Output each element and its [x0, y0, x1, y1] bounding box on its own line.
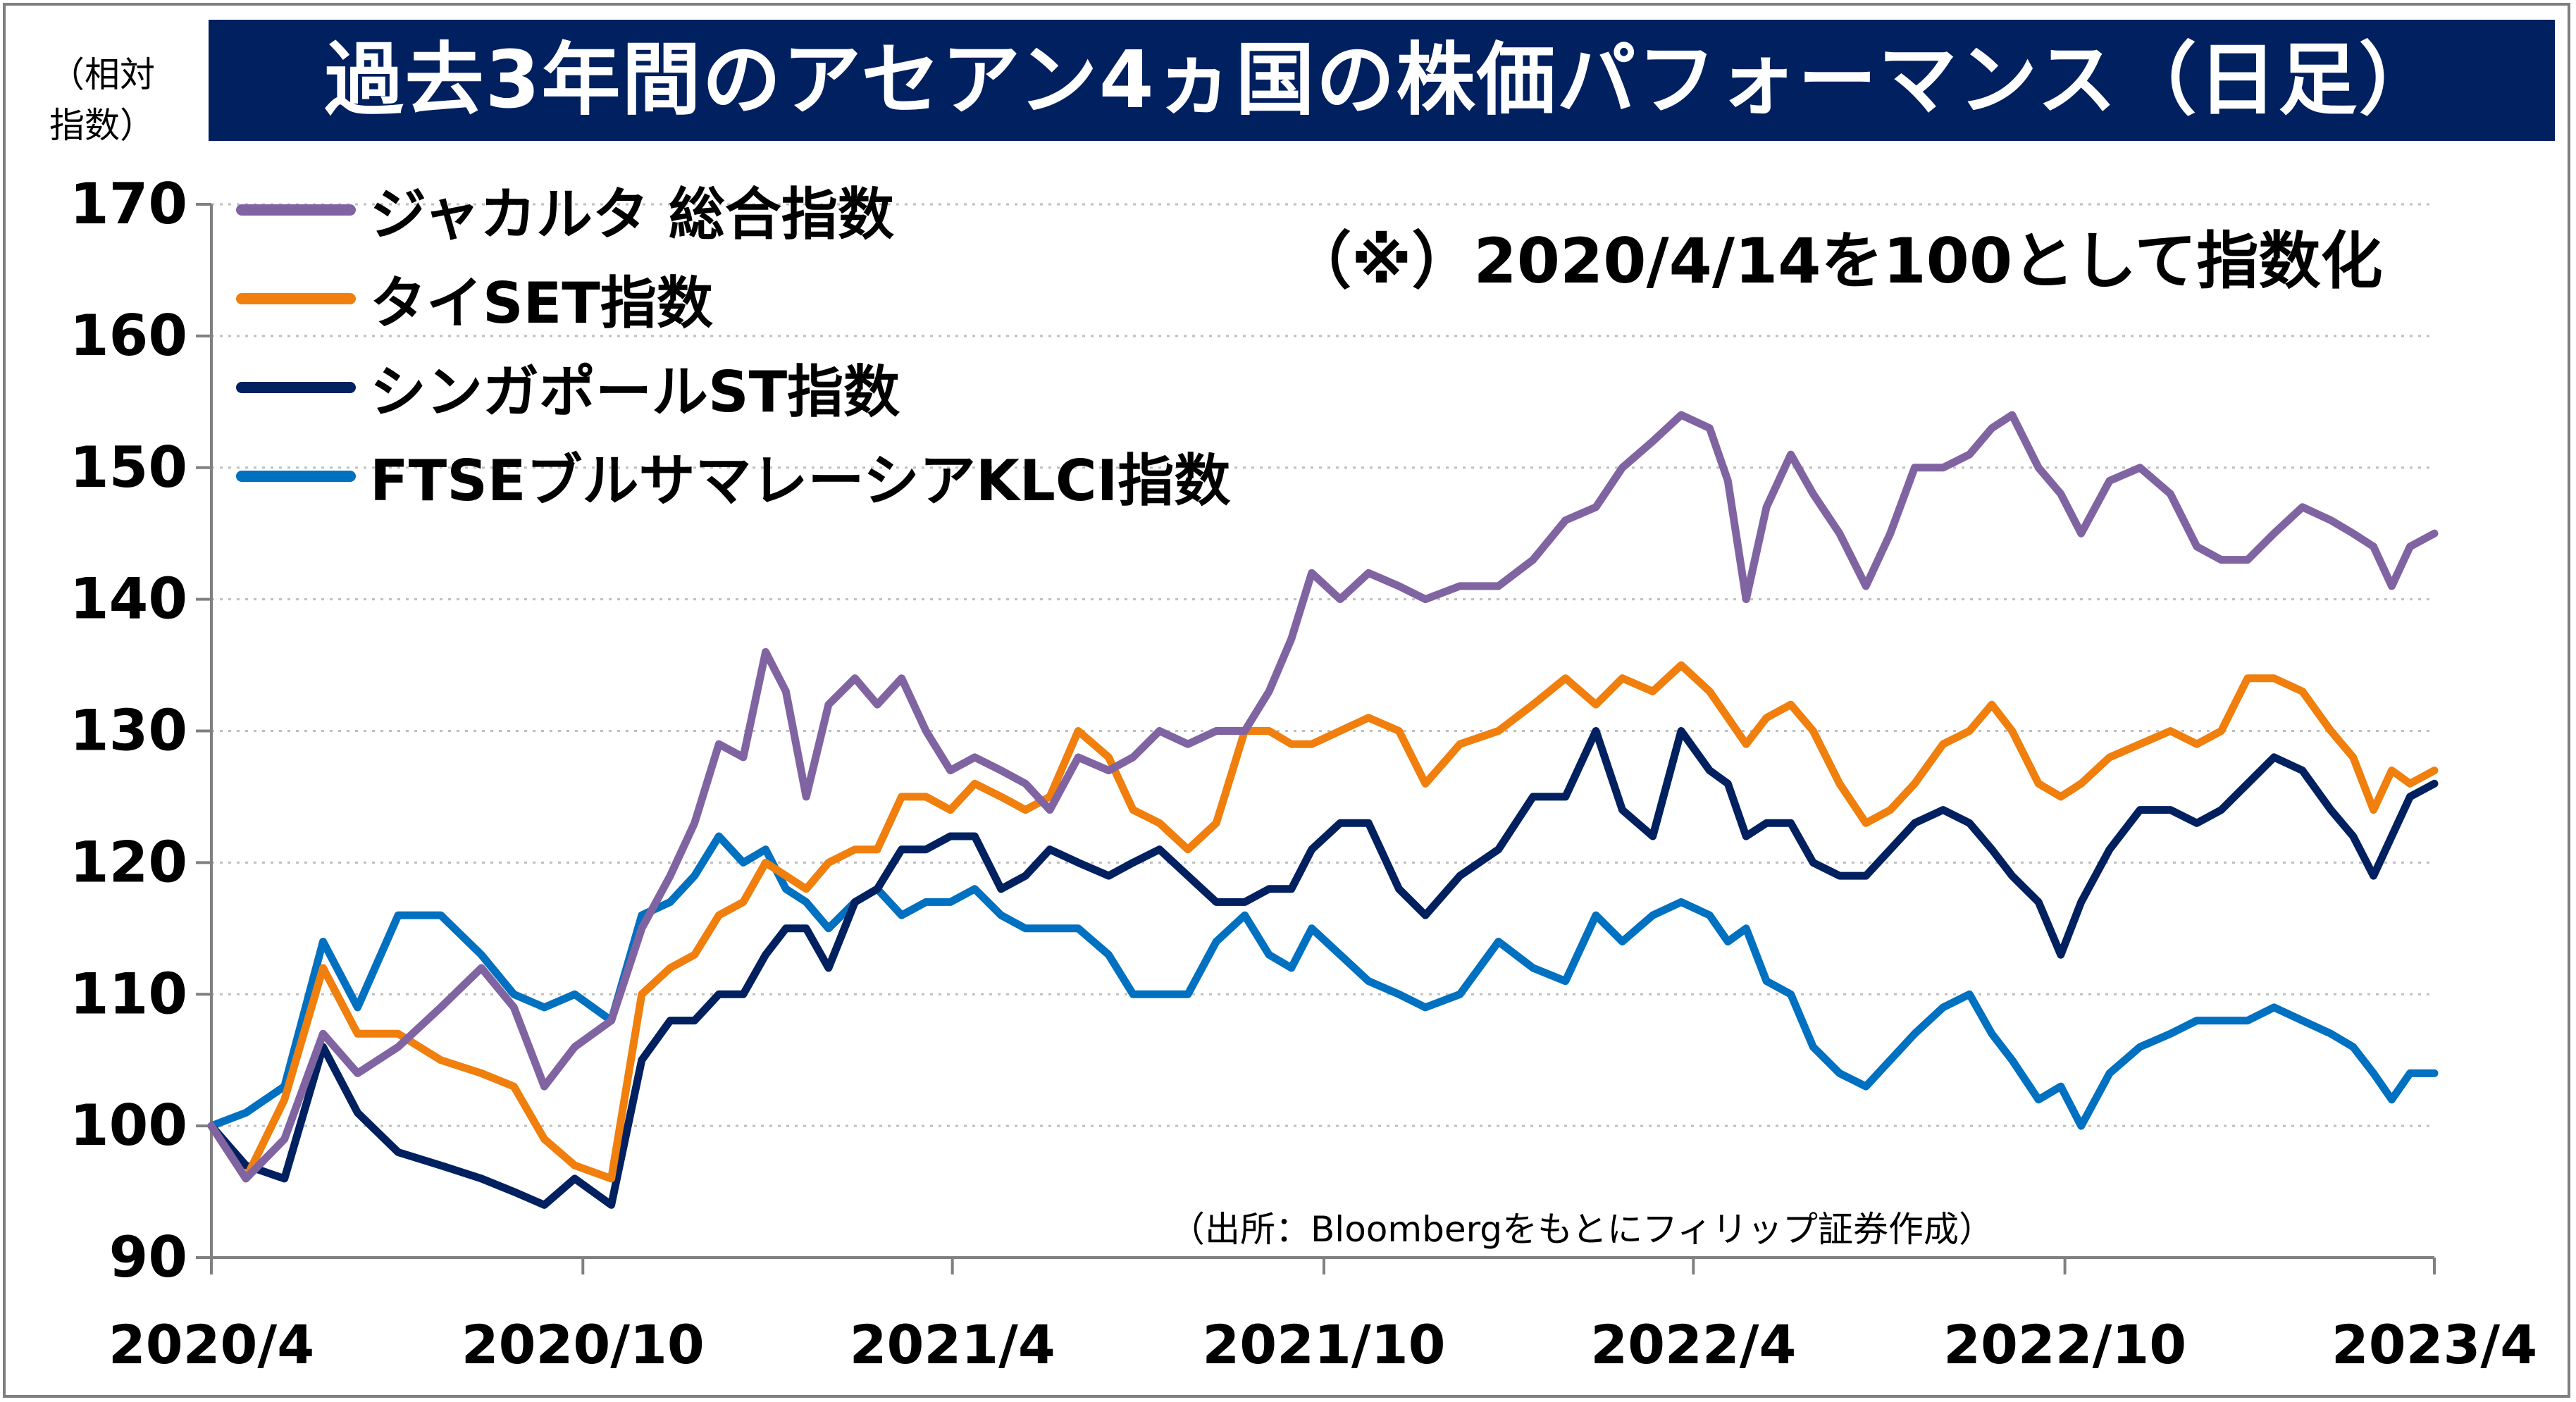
legend-swatch-jakarta — [236, 204, 356, 216]
index-base-note: （※）2020/4/14を100として指数化 — [1289, 225, 2383, 297]
legend-item-jakarta: ジャカルタ 総合指数 — [236, 166, 1230, 254]
y-tick-label-160: 160 — [70, 303, 187, 368]
legend-swatch-malaysia — [236, 471, 356, 482]
legend-item-singapore: シンガポールST指数 — [236, 343, 1230, 432]
legend-item-malaysia: FTSEブルサマレーシアKLCI指数 — [236, 432, 1230, 521]
y-tick-label-150: 150 — [70, 435, 187, 500]
legend-swatch-thai — [236, 293, 356, 304]
y-tick-label-140: 140 — [70, 566, 187, 632]
y-tick-label-110: 110 — [70, 961, 187, 1026]
x-tick-label-6: 2023/4 — [2332, 1313, 2537, 1376]
y-axis-unit-label: （相対 指数） — [49, 54, 155, 146]
legend: ジャカルタ 総合指数 タイSET指数 シンガポールST指数 FTSEブルサマレー… — [236, 166, 1230, 521]
y-tick-label-170: 170 — [70, 171, 187, 237]
series-line-1 — [207, 661, 2439, 1183]
chart-title: 過去3年間のアセアン4ヵ国の株価パフォーマンス（日足） — [209, 20, 2555, 141]
series-line-0 — [207, 411, 2439, 1183]
legend-label-singapore: シンガポールST指数 — [370, 359, 900, 425]
x-tick-label-5: 2022/10 — [1943, 1313, 2186, 1376]
legend-swatch-singapore — [236, 382, 356, 393]
y-tick-label-100: 100 — [70, 1093, 187, 1158]
legend-label-jakarta: ジャカルタ 総合指数 — [370, 182, 894, 247]
x-tick-label-2: 2021/4 — [850, 1313, 1055, 1376]
source-note: （出所：Bloombergをもとにフィリップ証券作成） — [1170, 1209, 1994, 1250]
x-tick-label-1: 2020/10 — [462, 1313, 705, 1376]
legend-label-thai: タイSET指数 — [370, 271, 713, 336]
y-tick-label-90: 90 — [109, 1224, 187, 1290]
y-tick-label-120: 120 — [70, 829, 187, 895]
x-tick-label-3: 2021/10 — [1202, 1313, 1445, 1376]
x-tick-label-4: 2022/4 — [1590, 1313, 1796, 1376]
y-tick-label-130: 130 — [70, 698, 187, 764]
x-tick-label-0: 2020/4 — [109, 1313, 314, 1376]
legend-item-thai: タイSET指数 — [236, 254, 1230, 343]
series-line-3 — [207, 832, 2439, 1130]
series-line-2 — [207, 727, 2439, 1209]
legend-label-malaysia: FTSEブルサマレーシアKLCI指数 — [370, 448, 1231, 514]
